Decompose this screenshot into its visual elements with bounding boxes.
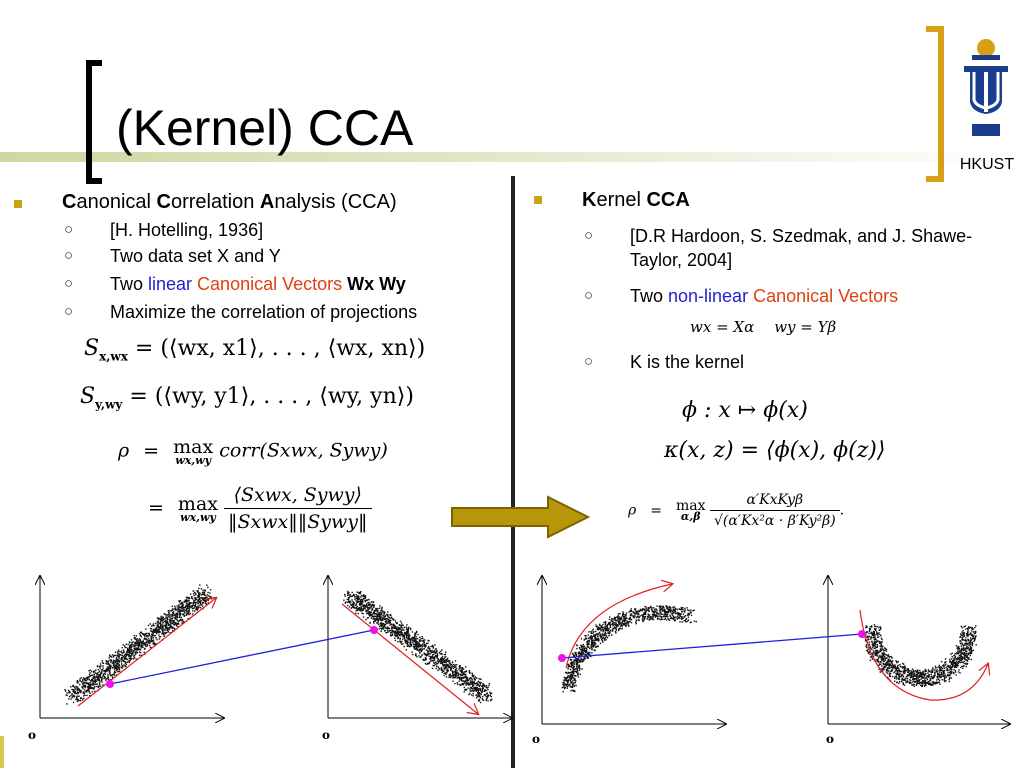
column-divider <box>511 176 515 768</box>
origin-label: o <box>28 728 37 742</box>
sub-bullet-icon: ○ <box>584 353 594 370</box>
equation-rho-fraction: = max wx,wy ⟨Sxwx, Sywy⟩ ‖Sxwx‖‖Sywy‖ <box>148 484 372 533</box>
edge-mark <box>0 736 4 768</box>
sub-bullet-icon: ○ <box>64 275 74 292</box>
slide-title: (Kernel) CCA <box>116 100 414 156</box>
canonical-vector-wx <box>77 598 216 707</box>
sub-bullet-icon: ○ <box>584 287 594 304</box>
equation-rho-corr: ρ = max wx,wy corr(Sxwx, Sywy) <box>118 436 388 467</box>
correlation-link-kernel <box>561 633 863 659</box>
sub-bullet-icon: ○ <box>584 227 594 244</box>
data-cloud-y-linear <box>343 590 493 704</box>
canonical-curve-x <box>565 584 672 669</box>
origin-label: o <box>322 728 331 742</box>
equation-sy: Sy,wy = (⟨wy, y1⟩, . . . , ⟨wy, yn⟩) <box>80 384 414 412</box>
arrow-right-icon <box>451 495 591 539</box>
sub-bullet-icon: ○ <box>64 303 74 320</box>
origin-label: o <box>826 732 835 746</box>
sub-bullet-icon: ○ <box>64 221 74 238</box>
correlation-link-linear <box>109 629 375 685</box>
origin-label: o <box>532 732 541 746</box>
sub-bullet-icon: ○ <box>64 247 74 264</box>
logo-text: HKUST <box>959 156 1015 173</box>
hkust-logo-icon <box>964 39 1008 136</box>
right-item-3: K is the kernel <box>630 352 745 372</box>
bullet-icon <box>534 196 542 204</box>
equation-kappa: κ(x, z) = ⟨ϕ(x), ϕ(z)⟩ <box>664 438 886 463</box>
left-item-1: [H. Hotelling, 1936] <box>110 220 264 240</box>
right-item-2: Two non-linear Canonical Vectors <box>630 286 899 306</box>
canonical-vector-wy <box>341 603 478 714</box>
projection-point <box>858 630 866 638</box>
equation-sx: Sx,wx = (⟨wx, x1⟩, . . . , ⟨wx, xn⟩) <box>84 336 426 364</box>
equation-wx-wy: wx = Xα wy = Yβ <box>690 318 837 336</box>
projection-point <box>370 626 378 634</box>
canonical-curve-y <box>859 609 988 701</box>
data-cloud-x-linear <box>64 584 215 705</box>
right-item-1: [D.R Hardoon, S. Szedmak, and J. Shawe-T… <box>630 226 973 270</box>
data-cloud-y-curved <box>864 624 977 687</box>
equation-kernel-rho: ρ = max α,β α′KxKyβ √(α′Kx²α · β′Ky²β). <box>628 492 845 529</box>
title-underline-bar <box>0 152 1024 162</box>
left-item-2: Two data set X and Y <box>110 246 281 266</box>
right-heading: Kernel CCA <box>582 189 690 211</box>
equation-phi: ϕ : x ↦ ϕ(x) <box>682 398 808 423</box>
logo-bracket <box>926 26 944 182</box>
title-left-bracket <box>86 60 102 184</box>
left-item-3: Two linear Canonical Vectors Wx Wy <box>110 274 406 294</box>
data-cloud-x-curved <box>561 605 697 693</box>
bullet-icon <box>14 200 22 208</box>
projection-point <box>558 654 566 662</box>
projection-plots <box>0 560 1024 768</box>
left-item-4: Maximize the correlation of projections <box>110 302 418 322</box>
left-heading: Canonical Correlation Analysis (CCA) <box>62 191 397 213</box>
projection-point <box>106 680 114 688</box>
